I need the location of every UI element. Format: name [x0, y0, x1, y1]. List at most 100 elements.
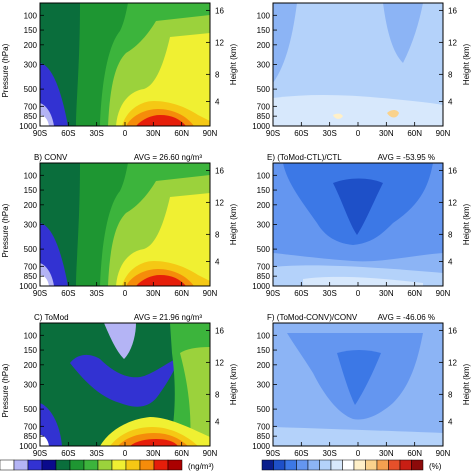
colorbar-swatch	[97, 459, 113, 471]
x-tick-label: 90S	[33, 129, 47, 138]
contour-region	[337, 350, 381, 405]
y-tick-label: 850	[257, 112, 271, 121]
x-tick-label: 30S	[323, 289, 337, 298]
y-tick-label: 1000	[252, 442, 270, 451]
x-tick-label: 90S	[266, 289, 280, 298]
y2-tick-label: 12	[215, 198, 224, 207]
x-tick-label: 30S	[90, 289, 104, 298]
colorbar-swatch	[69, 459, 85, 471]
contour-region	[116, 193, 210, 286]
x-tick-label: 30S	[90, 129, 104, 138]
y2-axis-label: Height (km)	[462, 203, 471, 245]
y2-tick-label: 8	[215, 70, 220, 79]
contour-region	[333, 178, 383, 235]
y-tick-label: 100	[257, 171, 271, 180]
y-tick-label: 1000	[19, 442, 37, 451]
colorbar-swatch	[319, 459, 332, 471]
x-tick-label: 60N	[174, 129, 189, 138]
x-tick-label: 30N	[146, 129, 161, 138]
colorbar-unit: (%)	[429, 462, 442, 471]
y2-tick-label: 12	[215, 38, 224, 47]
x-tick-label: 0	[356, 449, 361, 458]
y-tick-label: 1000	[252, 282, 270, 291]
plot-area	[39, 322, 211, 447]
y-tick-label: 700	[257, 102, 271, 111]
x-tick-label: 0	[123, 129, 128, 138]
y-tick-label: 850	[24, 432, 38, 441]
contour-region	[130, 439, 178, 446]
y2-tick-label: 8	[215, 390, 220, 399]
colorbar-swatch	[376, 459, 389, 471]
x-tick-label: 30S	[90, 449, 104, 458]
y-tick-label: 150	[257, 346, 271, 355]
y-tick-label: 500	[24, 405, 38, 414]
x-tick-label: 90S	[33, 449, 47, 458]
contour-region	[273, 436, 443, 446]
y2-tick-label: 8	[448, 70, 453, 79]
x-tick-label: 90S	[266, 449, 280, 458]
y-tick-label: 500	[24, 245, 38, 254]
colorbar-swatch	[399, 459, 412, 471]
y2-tick-label: 12	[215, 358, 224, 367]
x-tick-label: 60S	[61, 129, 75, 138]
contour-region	[70, 354, 180, 407]
x-tick-label: 0	[356, 129, 361, 138]
contour-region	[104, 323, 136, 359]
y-tick-label: 150	[24, 186, 38, 195]
y2-tick-label: 12	[448, 38, 457, 47]
colorbar-swatch	[13, 459, 29, 471]
colorbar-swatch	[125, 459, 141, 471]
colorbar-unit: (ng/m³)	[188, 462, 214, 471]
x-tick-label: 60N	[407, 289, 422, 298]
y-tick-label: 150	[257, 26, 271, 35]
y-tick-label: 700	[24, 102, 38, 111]
x-tick-label: 30N	[379, 289, 394, 298]
y-tick-label: 150	[24, 346, 38, 355]
plot-area	[272, 322, 444, 447]
x-tick-label: 90S	[33, 289, 47, 298]
x-tick-label: 60N	[174, 449, 189, 458]
y-tick-label: 850	[257, 272, 271, 281]
x-tick-label: 30N	[146, 289, 161, 298]
x-tick-label: 30S	[323, 129, 337, 138]
x-tick-label: 60S	[61, 289, 75, 298]
plot-area	[39, 2, 211, 127]
colorbar-swatch	[273, 459, 286, 471]
x-tick-label: 0	[356, 289, 361, 298]
y2-tick-label: 16	[448, 6, 457, 15]
y-tick-label: 100	[257, 11, 271, 20]
x-tick-label: 90N	[203, 129, 218, 138]
y-tick-label: 850	[24, 112, 38, 121]
y-tick-label: 300	[24, 221, 38, 230]
y2-tick-label: 4	[448, 417, 453, 426]
colorbar-swatch	[296, 459, 309, 471]
y-axis-label: Pressure (hPa)	[1, 203, 10, 257]
panel-title: F) (ToMod-CONV)/CONV	[267, 313, 358, 322]
colorbar-swatch	[388, 459, 401, 471]
contour-region	[333, 113, 343, 119]
y2-tick-label: 4	[215, 97, 220, 106]
contour-region	[40, 403, 62, 446]
y-tick-label: 150	[24, 26, 38, 35]
colorbar-swatch	[0, 459, 15, 471]
x-tick-label: 60S	[294, 129, 308, 138]
y2-tick-label: 4	[215, 257, 220, 266]
colorbar-swatch	[27, 459, 43, 471]
panel-c: 90S 60S 30S 0 30N 60N 90N 100 150 200 300 500 700850…	[1, 313, 238, 458]
colorbar-percent: (%)	[261, 459, 442, 471]
colorbar-concentration: (ng/m³)	[0, 459, 214, 471]
y2-axis-label: Height (km)	[229, 203, 238, 245]
y-tick-label: 500	[257, 245, 271, 254]
plot-area	[272, 2, 444, 127]
colorbar-swatch	[153, 459, 169, 471]
y-tick-label: 300	[257, 221, 271, 230]
x-tick-label: 30S	[323, 449, 337, 458]
y-tick-label: 100	[257, 331, 271, 340]
x-tick-label: 90N	[436, 129, 451, 138]
y-tick-label: 500	[257, 405, 271, 414]
y-tick-label: 850	[257, 432, 271, 441]
contour-region	[136, 275, 186, 286]
y2-tick-label: 16	[448, 326, 457, 335]
y-tick-label: 100	[24, 331, 38, 340]
